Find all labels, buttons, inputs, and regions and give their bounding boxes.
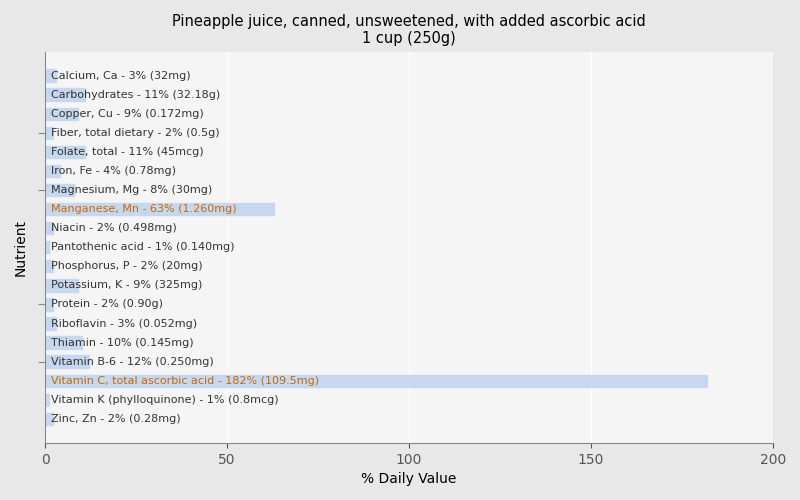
Bar xyxy=(46,88,86,101)
Title: Pineapple juice, canned, unsweetened, with added ascorbic acid
1 cup (250g): Pineapple juice, canned, unsweetened, wi… xyxy=(172,14,646,46)
Bar xyxy=(46,336,82,349)
Text: Vitamin C, total ascorbic acid - 182% (109.5mg): Vitamin C, total ascorbic acid - 182% (1… xyxy=(50,376,319,386)
Bar xyxy=(46,241,49,254)
Bar xyxy=(46,298,53,310)
Text: Zinc, Zn - 2% (0.28mg): Zinc, Zn - 2% (0.28mg) xyxy=(50,414,180,424)
Bar xyxy=(46,146,86,158)
Text: Manganese, Mn - 63% (1.260mg): Manganese, Mn - 63% (1.260mg) xyxy=(50,204,236,214)
Bar xyxy=(46,222,53,234)
Bar xyxy=(46,279,78,291)
Text: Pantothenic acid - 1% (0.140mg): Pantothenic acid - 1% (0.140mg) xyxy=(50,242,234,252)
Text: Magnesium, Mg - 8% (30mg): Magnesium, Mg - 8% (30mg) xyxy=(50,185,212,195)
Bar xyxy=(46,70,56,82)
Text: Thiamin - 10% (0.145mg): Thiamin - 10% (0.145mg) xyxy=(50,338,194,347)
Bar xyxy=(46,374,707,387)
Bar xyxy=(46,260,53,272)
Text: Copper, Cu - 9% (0.172mg): Copper, Cu - 9% (0.172mg) xyxy=(50,108,203,118)
Text: Riboflavin - 3% (0.052mg): Riboflavin - 3% (0.052mg) xyxy=(50,318,197,328)
Text: Iron, Fe - 4% (0.78mg): Iron, Fe - 4% (0.78mg) xyxy=(50,166,176,176)
Text: Niacin - 2% (0.498mg): Niacin - 2% (0.498mg) xyxy=(50,223,177,233)
Text: Vitamin K (phylloquinone) - 1% (0.8mcg): Vitamin K (phylloquinone) - 1% (0.8mcg) xyxy=(50,395,278,405)
Bar xyxy=(46,412,53,425)
Bar xyxy=(46,394,49,406)
X-axis label: % Daily Value: % Daily Value xyxy=(362,472,457,486)
Text: Phosphorus, P - 2% (20mg): Phosphorus, P - 2% (20mg) xyxy=(50,262,202,272)
Text: Vitamin B-6 - 12% (0.250mg): Vitamin B-6 - 12% (0.250mg) xyxy=(50,356,214,366)
Text: Folate, total - 11% (45mcg): Folate, total - 11% (45mcg) xyxy=(50,147,203,157)
Bar xyxy=(46,184,74,196)
Bar xyxy=(46,108,78,120)
Text: Fiber, total dietary - 2% (0.5g): Fiber, total dietary - 2% (0.5g) xyxy=(50,128,219,138)
Bar xyxy=(46,356,89,368)
Bar xyxy=(46,126,53,139)
Bar xyxy=(46,165,60,177)
Text: Calcium, Ca - 3% (32mg): Calcium, Ca - 3% (32mg) xyxy=(50,70,190,81)
Bar xyxy=(46,203,274,215)
Text: Carbohydrates - 11% (32.18g): Carbohydrates - 11% (32.18g) xyxy=(50,90,220,100)
Text: Potassium, K - 9% (325mg): Potassium, K - 9% (325mg) xyxy=(50,280,202,290)
Y-axis label: Nutrient: Nutrient xyxy=(14,218,28,276)
Text: Protein - 2% (0.90g): Protein - 2% (0.90g) xyxy=(50,300,162,310)
Bar xyxy=(46,318,56,330)
